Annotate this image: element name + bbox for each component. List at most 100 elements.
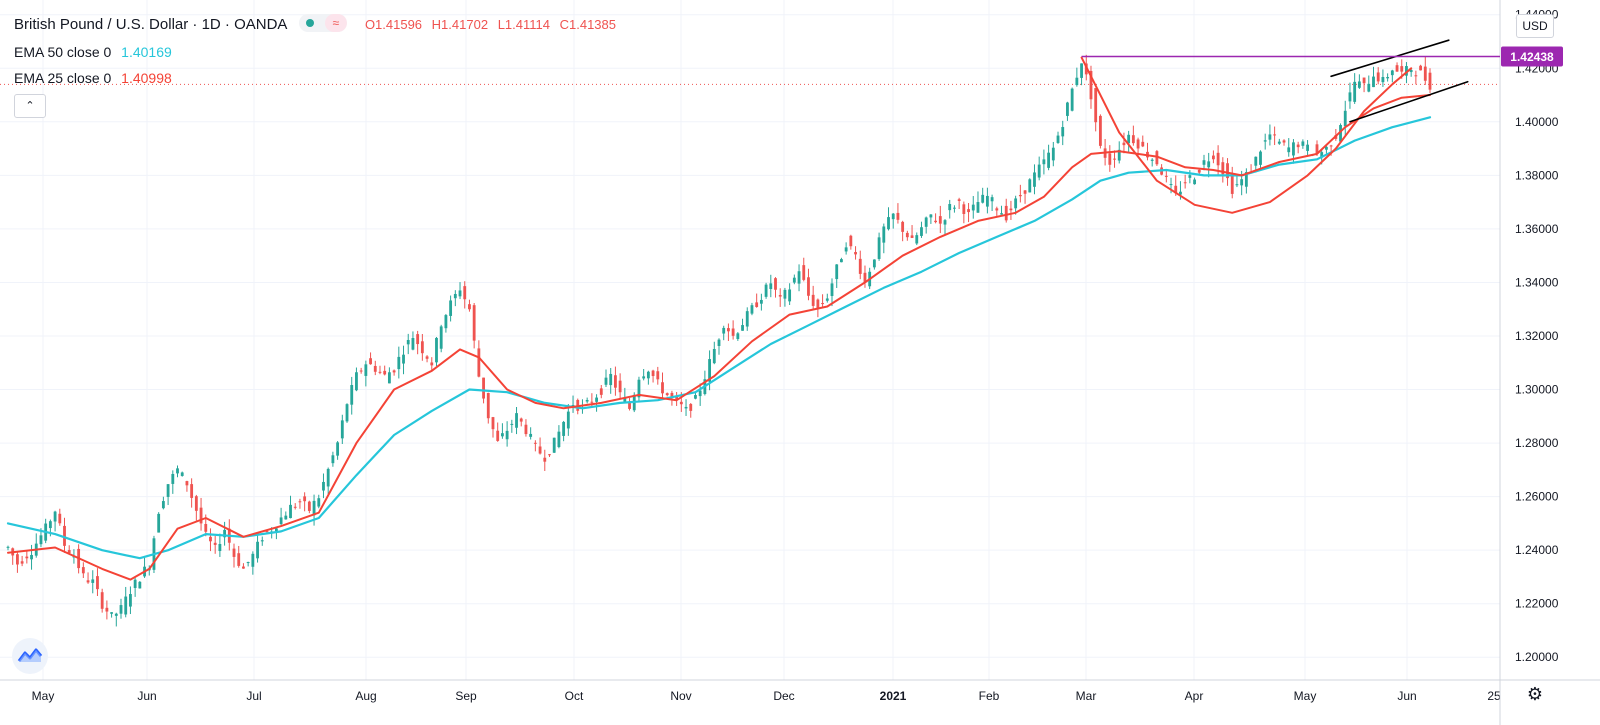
candle-body <box>199 507 203 524</box>
candle-body <box>1042 159 1046 165</box>
x-tick-label: Nov <box>670 689 691 703</box>
candle-body <box>100 592 104 609</box>
candle-body <box>1296 144 1300 148</box>
candle-body <box>373 365 377 372</box>
ema50-label: EMA 50 close 0 <box>14 44 112 60</box>
candle-body <box>439 326 443 349</box>
candle-body <box>63 525 66 546</box>
candle-body <box>651 370 655 377</box>
candle-body <box>176 468 179 474</box>
candle-body <box>435 337 438 363</box>
candle-body <box>825 298 829 301</box>
x-tick-label: Jun <box>137 689 156 703</box>
x-tick-label: May <box>1294 689 1317 703</box>
candle-body <box>1329 145 1333 147</box>
candle-body <box>943 220 947 225</box>
candle-body <box>392 370 396 373</box>
candle-body <box>1301 141 1305 146</box>
symbol-title[interactable]: British Pound / U.S. Dollar · 1D · OANDA <box>14 16 287 33</box>
candle-body <box>1277 141 1281 144</box>
price-tag-box <box>1501 46 1563 67</box>
candle-body <box>665 393 669 396</box>
price-tag-label: 1.42438 <box>1510 50 1554 64</box>
open-value: O1.41596 <box>364 17 423 32</box>
indicator-toggle-pill[interactable]: ≈ <box>298 14 347 33</box>
candle-body <box>171 473 175 484</box>
candle-body <box>298 501 302 503</box>
candle-body <box>750 305 754 314</box>
candle-body <box>905 232 909 238</box>
candle-body <box>274 528 278 532</box>
candle-body <box>830 283 834 296</box>
candle-body <box>185 481 189 486</box>
candle-body <box>138 581 142 589</box>
candle-body <box>303 496 307 502</box>
collapse-legend-button[interactable]: ⌃ <box>14 94 46 118</box>
candle-body <box>538 446 542 454</box>
ema25-legend[interactable]: EMA 25 close 0 1.40998 <box>14 70 172 86</box>
candle-body <box>863 272 867 282</box>
candle-body <box>1193 179 1196 185</box>
candle-body <box>613 375 617 388</box>
candle-body <box>783 289 787 299</box>
candle-body <box>778 295 782 297</box>
candle-body <box>237 553 241 566</box>
high-value: H1.41702 <box>431 17 489 32</box>
candle-body <box>764 284 768 297</box>
y-tick-label: 1.32000 <box>1515 329 1559 343</box>
candle-body <box>1051 147 1055 161</box>
ema25-line <box>7 94 1431 581</box>
candle-body <box>924 217 928 227</box>
candle-body <box>364 364 368 376</box>
y-tick-label: 1.22000 <box>1515 597 1559 611</box>
y-tick-label: 1.20000 <box>1515 650 1559 664</box>
candle-body <box>1080 63 1083 78</box>
candle-body <box>289 504 292 519</box>
x-tick-label: Sep <box>455 689 477 703</box>
currency-button[interactable]: USD <box>1516 14 1554 38</box>
candle-body <box>1197 169 1201 173</box>
x-tick-label: Oct <box>565 689 584 703</box>
candle-body <box>755 302 759 307</box>
candle-body <box>1367 83 1371 92</box>
candle-body <box>1117 149 1121 161</box>
candle-body <box>1348 92 1352 102</box>
tradingview-logo-icon[interactable] <box>12 638 48 674</box>
candle-body <box>731 328 735 336</box>
ema50-legend[interactable]: EMA 50 close 0 1.40169 <box>14 44 172 60</box>
y-tick-label: 1.36000 <box>1515 222 1559 236</box>
candle-body <box>1070 88 1074 111</box>
candle-body <box>1292 142 1295 156</box>
candle-body <box>6 546 10 548</box>
candle-body <box>628 402 631 409</box>
candle-body <box>1306 144 1309 151</box>
candle-body <box>675 395 679 399</box>
candle-body <box>458 290 462 297</box>
candle-body <box>326 468 330 487</box>
candle-body <box>1127 134 1131 144</box>
candle-body <box>129 594 132 607</box>
candle-body <box>858 258 862 274</box>
x-tick-label: Dec <box>773 689 794 703</box>
candle-body <box>519 418 523 422</box>
candle-body <box>646 371 650 379</box>
candle-body <box>397 356 401 370</box>
candle-body <box>1066 102 1069 116</box>
candle-body <box>1423 66 1427 81</box>
ohlc-values: O1.41596 H1.41702 L1.41114 C1.41385 <box>365 17 622 32</box>
candle-body <box>543 457 547 462</box>
candle-body <box>552 437 556 453</box>
candle-body <box>510 423 514 425</box>
candle-body <box>463 286 467 300</box>
candle-body <box>1136 139 1140 149</box>
candle-body <box>223 529 227 538</box>
candle-body <box>53 511 57 522</box>
candle-body <box>312 500 316 516</box>
candle-body <box>81 567 85 574</box>
candle-body <box>67 550 71 554</box>
x-tick-label: Jun <box>1397 689 1416 703</box>
candle-body <box>548 454 551 456</box>
candle-body <box>213 542 217 545</box>
gear-icon[interactable]: ⚙ <box>1526 684 1544 704</box>
